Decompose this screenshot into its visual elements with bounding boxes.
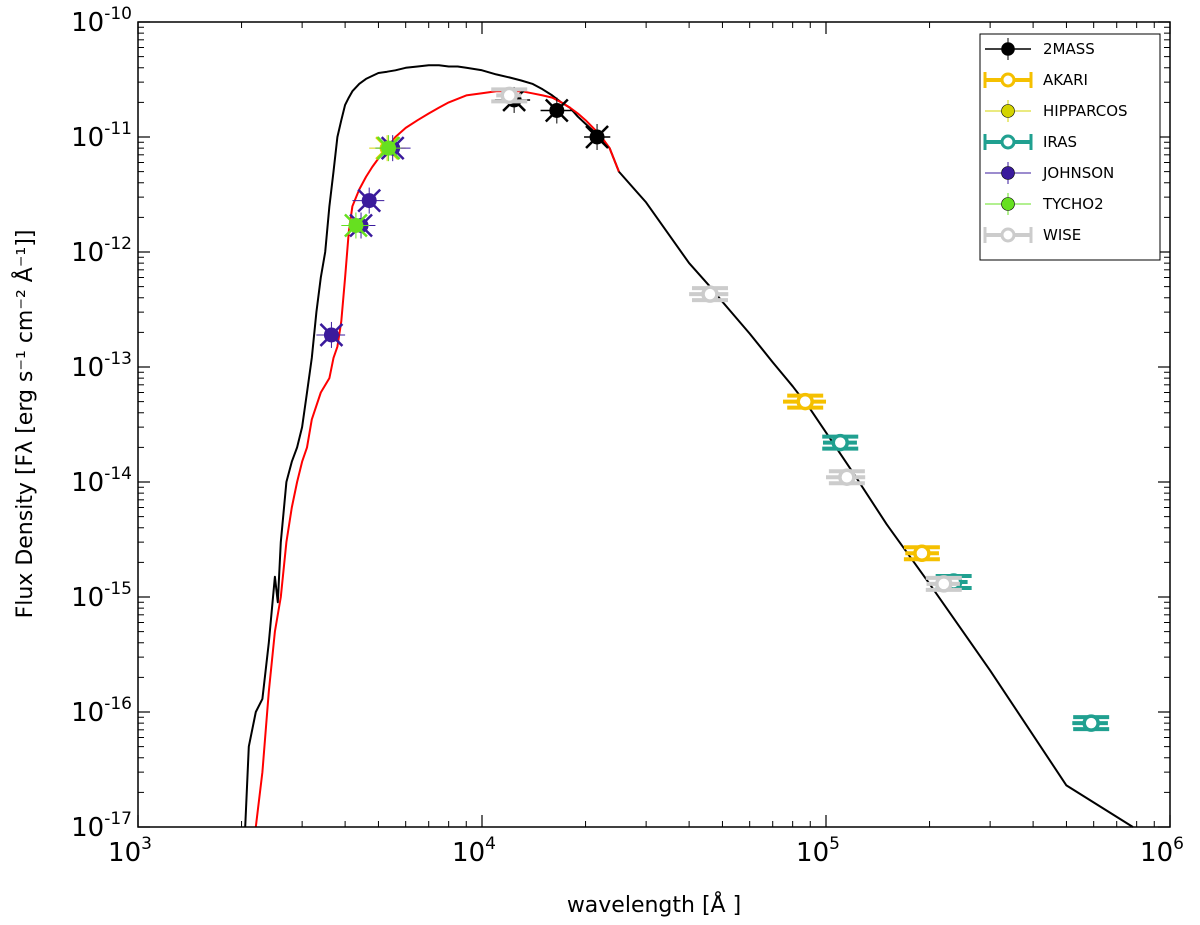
legend-label: HIPPARCOS <box>1043 102 1128 120</box>
legend-marker <box>1001 104 1015 118</box>
johnson-marker <box>323 327 339 343</box>
johnson-point-2 <box>352 187 385 214</box>
2mass-point-1 <box>540 97 573 124</box>
y-axis-title: Flux Density [Fλ [erg s⁻¹ cm⁻² Å⁻¹]] <box>11 230 38 619</box>
legend-entry-iras: IRAS <box>983 133 1077 151</box>
tycho2-point-1 <box>375 135 401 162</box>
legend-marker <box>1000 72 1016 88</box>
model-curve-0 <box>244 64 1134 828</box>
akari-point-0 <box>783 392 826 411</box>
wise-point-1 <box>826 468 866 486</box>
wise-point-0 <box>689 285 729 303</box>
legend-label: AKARI <box>1043 71 1088 89</box>
plot-frame <box>137 21 1171 828</box>
akari-marker <box>796 392 814 411</box>
legend-label: JOHNSON <box>1042 164 1114 182</box>
iras-point-2 <box>1072 714 1110 732</box>
wise-point-3 <box>491 86 528 105</box>
legend-entry-tycho2: TYCHO2 <box>985 193 1104 215</box>
2mass-marker <box>589 129 605 145</box>
x-tick-label: 103 <box>108 834 152 868</box>
x-axis-title: wavelength [Å ] <box>567 891 741 918</box>
johnson-point-0 <box>316 321 346 348</box>
legend-label: IRAS <box>1043 133 1077 151</box>
tycho2-marker <box>348 217 364 233</box>
legend: 2MASS AKARI HIPPARCOS IRAS JOHNSON TYCHO2 WISE <box>979 33 1161 261</box>
legend-marker <box>1000 227 1016 243</box>
iras-marker <box>831 433 849 452</box>
legend-entry-johnson: JOHNSON <box>985 162 1114 184</box>
wise-point-2 <box>925 575 962 593</box>
2mass-point-2 <box>584 124 611 150</box>
2mass-marker <box>549 102 565 118</box>
legend-marker <box>1001 42 1015 56</box>
akari-marker <box>913 544 931 563</box>
iras-point-0 <box>822 433 859 452</box>
tycho2-point-0 <box>341 212 370 239</box>
akari-point-1 <box>903 544 940 563</box>
wise-marker <box>935 575 953 593</box>
legend-marker <box>1001 166 1015 180</box>
legend-label: TYCHO2 <box>1042 195 1104 213</box>
legend-entry-akari: AKARI <box>983 71 1088 89</box>
legend-label: 2MASS <box>1043 40 1095 58</box>
legend-label: WISE <box>1043 226 1081 244</box>
legend-marker <box>1001 197 1015 211</box>
legend-marker <box>1000 134 1016 150</box>
johnson-marker <box>361 193 377 209</box>
legend-entry-wise: WISE <box>983 226 1081 244</box>
legend-entry-2mass: 2MASS <box>985 38 1095 60</box>
wise-marker <box>500 86 518 105</box>
iras-marker <box>1082 714 1100 732</box>
wise-marker <box>838 468 856 486</box>
tycho2-marker <box>381 140 397 156</box>
photometry-points <box>316 86 1110 732</box>
legend-entry-hipparcos: HIPPARCOS <box>985 100 1128 122</box>
wise-marker <box>701 285 719 303</box>
